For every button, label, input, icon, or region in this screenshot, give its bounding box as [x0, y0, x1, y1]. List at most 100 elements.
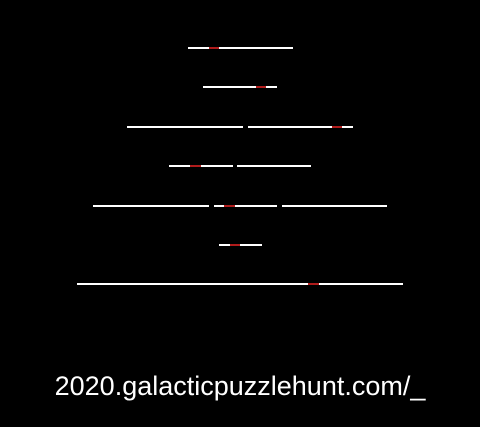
letter-blank — [329, 283, 341, 285]
highlighted-letter-blank — [255, 86, 267, 88]
letter-blank — [224, 86, 236, 88]
letter-blank — [250, 47, 262, 49]
letter-blank — [221, 126, 233, 128]
letter-blank — [281, 205, 293, 207]
letter-blank — [292, 205, 304, 207]
letter-blank — [297, 283, 309, 285]
letter-blank — [321, 126, 333, 128]
letter-blank — [376, 205, 388, 207]
letter-blank — [213, 283, 225, 285]
letter-blank — [339, 283, 351, 285]
letter-blank — [300, 165, 312, 167]
letter-blank — [140, 283, 152, 285]
letter-blank — [279, 126, 291, 128]
letter-blank — [158, 126, 170, 128]
letter-blank — [247, 126, 259, 128]
letter-blank — [271, 47, 283, 49]
letter-blank — [276, 283, 288, 285]
blank-row — [0, 244, 480, 248]
letter-blank — [156, 205, 168, 207]
letter-blank — [279, 165, 291, 167]
letter-blank — [365, 205, 377, 207]
letter-blank — [232, 126, 244, 128]
letter-blank — [302, 205, 314, 207]
letter-blank — [114, 205, 126, 207]
letter-blank — [145, 205, 157, 207]
letter-blank — [237, 165, 249, 167]
letter-blank — [360, 283, 372, 285]
letter-blank — [169, 126, 181, 128]
letter-blank — [245, 205, 257, 207]
letter-blank — [266, 205, 278, 207]
blank-row — [0, 126, 480, 130]
letter-blank — [103, 205, 115, 207]
highlighted-letter-blank — [229, 244, 241, 246]
letter-blank — [318, 283, 330, 285]
letter-blank — [234, 86, 246, 88]
letter-blank — [234, 205, 246, 207]
letter-blank — [268, 126, 280, 128]
letter-blank — [255, 205, 267, 207]
letter-blank — [323, 205, 335, 207]
letter-blank — [344, 205, 356, 207]
letter-blank — [371, 283, 383, 285]
letter-blank — [129, 283, 141, 285]
letter-blank — [137, 126, 149, 128]
letter-blank — [342, 126, 354, 128]
letter-blank — [124, 205, 136, 207]
letter-blank — [313, 205, 325, 207]
blank-row — [0, 283, 480, 287]
letter-blank — [392, 283, 404, 285]
letter-blank — [219, 244, 231, 246]
highlighted-letter-blank — [208, 47, 220, 49]
letter-blank — [250, 244, 262, 246]
letter-blank — [203, 86, 215, 88]
letter-blank — [300, 126, 312, 128]
blank-row — [0, 47, 480, 51]
letter-blank — [127, 126, 139, 128]
letter-blank — [381, 283, 393, 285]
letter-blank — [282, 47, 294, 49]
letter-blank — [203, 283, 215, 285]
highlighted-letter-blank — [190, 165, 202, 167]
letter-blank — [266, 86, 278, 88]
letter-blank — [198, 47, 210, 49]
letter-blank — [266, 283, 278, 285]
letter-blank — [334, 205, 346, 207]
letter-blank — [261, 47, 273, 49]
highlighted-letter-blank — [331, 126, 343, 128]
letter-blank — [258, 126, 270, 128]
highlighted-letter-blank — [308, 283, 320, 285]
letter-blank — [213, 205, 225, 207]
letter-blank — [224, 283, 236, 285]
letter-blank — [350, 283, 362, 285]
letter-blank — [289, 165, 301, 167]
highlighted-letter-blank — [224, 205, 236, 207]
letter-blank — [187, 205, 199, 207]
letter-blank — [77, 283, 89, 285]
letter-blank — [219, 47, 231, 49]
letter-blank — [310, 126, 322, 128]
letter-blank — [255, 283, 267, 285]
letter-blank — [240, 244, 252, 246]
letter-blank — [148, 126, 160, 128]
letter-blank — [200, 165, 212, 167]
letter-blank — [213, 86, 225, 88]
letter-blank — [240, 47, 252, 49]
letter-blank — [234, 283, 246, 285]
letter-blank — [169, 165, 181, 167]
letter-blank — [98, 283, 110, 285]
letter-blank — [87, 283, 99, 285]
blank-row — [0, 165, 480, 169]
blank-rows-container — [0, 47, 480, 287]
letter-blank — [198, 205, 210, 207]
letter-blank — [93, 205, 105, 207]
letter-blank — [268, 165, 280, 167]
letter-blank — [229, 47, 241, 49]
letter-blank — [177, 205, 189, 207]
letter-blank — [211, 126, 223, 128]
puzzle-url: 2020.galacticpuzzlehunt.com/_ — [54, 371, 426, 401]
letter-blank — [245, 283, 257, 285]
letter-blank — [289, 126, 301, 128]
letter-blank — [287, 283, 299, 285]
